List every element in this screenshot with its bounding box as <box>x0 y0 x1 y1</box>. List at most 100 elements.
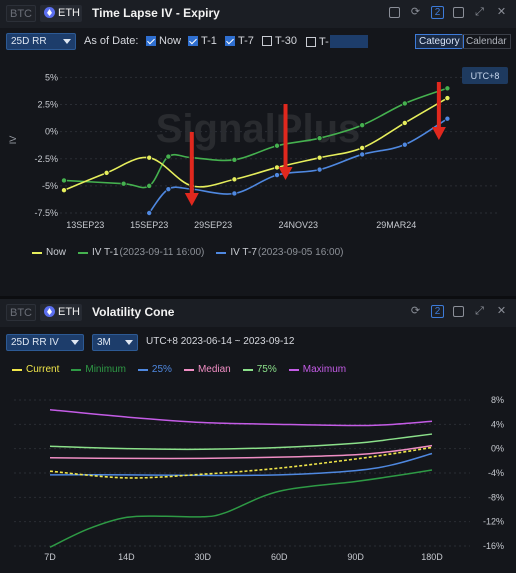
legend-minimum[interactable]: Minimum <box>71 364 126 375</box>
y-tick-label: -12% <box>483 517 504 527</box>
check-t7-label: T-7 <box>238 35 254 47</box>
count-badge[interactable]: 2 <box>431 6 444 19</box>
data-point <box>359 122 366 129</box>
period-select[interactable]: 3M <box>92 334 138 351</box>
y-tick-label: -4% <box>488 468 504 478</box>
count-badge[interactable]: 2 <box>431 305 444 318</box>
x-tick-label: 180D <box>421 552 443 562</box>
header-icons: ⟳ 2 ⤢ ✕ <box>389 6 508 19</box>
check-now[interactable]: Now <box>146 35 181 47</box>
data-point <box>61 177 68 184</box>
y-tick-label: -5% <box>42 181 58 191</box>
checkbox-icon <box>306 36 316 47</box>
metric-select[interactable]: 25D RR IV <box>6 334 84 351</box>
legend-t1-label: IV T-1 <box>92 247 119 258</box>
x-tick-label: 24NOV23 <box>279 220 319 230</box>
legend-now[interactable]: Now <box>32 247 66 258</box>
legend-p25-label: 25% <box>151 364 172 375</box>
cone-line-maximum <box>49 408 433 427</box>
as-of-label: As of Date: <box>84 35 139 47</box>
check-t30[interactable]: T-30 <box>262 35 297 47</box>
refresh-icon[interactable]: ⟳ <box>410 305 421 317</box>
data-point <box>444 95 451 102</box>
data-point <box>231 190 238 197</box>
share-icon[interactable] <box>389 7 400 18</box>
data-point <box>61 187 68 194</box>
data-point <box>231 156 238 163</box>
legend-t7-label: IV T-7 <box>230 247 257 258</box>
check-t7[interactable]: T-7 <box>225 35 254 47</box>
close-icon[interactable]: ✕ <box>496 305 507 317</box>
check-t1-label: T-1 <box>201 35 217 47</box>
legend-current[interactable]: Current <box>12 364 59 375</box>
y-tick-label: -16% <box>483 541 504 551</box>
data-point <box>146 209 153 216</box>
y-axis-label: IV <box>8 136 18 145</box>
data-point <box>316 154 323 161</box>
y-tick-label: 2.5% <box>37 100 58 110</box>
legend-p75-label: 75% <box>256 364 277 375</box>
legend-t1[interactable]: IV T-1 (2023-09-11 16:00) <box>78 247 204 258</box>
panel-title: Time Lapse IV - Expiry <box>92 6 220 20</box>
coin-tab-btc[interactable]: BTC <box>6 304 36 321</box>
header-icons: ⟳ 2 ⤢ ✕ <box>409 305 508 318</box>
coin-tab-eth[interactable]: ETH <box>40 5 82 22</box>
expand-icon[interactable]: ⤢ <box>475 6 484 18</box>
panel-header: BTC ETH Time Lapse IV - Expiry ⟳ 2 ⤢ ✕ <box>0 0 516 28</box>
legend-p75[interactable]: 75% <box>242 364 277 375</box>
legend-maximum[interactable]: Maximum <box>288 364 346 375</box>
refresh-icon[interactable]: ⟳ <box>410 6 421 18</box>
checkbox-icon <box>262 36 272 46</box>
x-tick-label: 30D <box>195 552 212 562</box>
check-custom-label: T- <box>319 35 329 48</box>
cone-line-75pct <box>49 433 433 451</box>
tab-category[interactable]: Category <box>415 34 464 49</box>
copy-icon[interactable] <box>453 306 464 317</box>
close-icon[interactable]: ✕ <box>496 6 507 18</box>
chevron-down-icon <box>63 39 71 44</box>
custom-date-input[interactable] <box>329 35 368 48</box>
coin-tab-btc[interactable]: BTC <box>6 5 36 22</box>
data-point <box>146 154 153 161</box>
data-point <box>401 141 408 148</box>
eth-icon <box>44 306 55 317</box>
coin-tab-eth-label: ETH <box>58 306 80 318</box>
data-point <box>444 115 451 122</box>
y-tick-label: -7.5% <box>34 208 58 218</box>
panel-title: Volatility Cone <box>92 305 175 319</box>
time-lapse-chart: SignalPlus IV 5% 2.5% 0% -2.5% -5% -7.5% 13SEP23… <box>8 67 508 230</box>
metric-select-value: 25D RR <box>11 36 47 47</box>
legend-minimum-label: Minimum <box>85 364 126 375</box>
period-select-value: 3M <box>97 337 111 348</box>
data-point <box>401 119 408 126</box>
cone-line-25pct <box>49 452 433 477</box>
x-tick-label: 13SEP23 <box>66 220 104 230</box>
time-lapse-panel: BTC ETH Time Lapse IV - Expiry ⟳ 2 ⤢ ✕ 2… <box>0 0 516 293</box>
y-tick-label: 0% <box>491 444 504 454</box>
x-tick-label: 90D <box>347 552 364 562</box>
x-tick-label: 14D <box>118 552 135 562</box>
timezone-box <box>462 67 508 84</box>
data-point <box>444 85 451 92</box>
check-custom[interactable]: T- <box>306 35 368 48</box>
legend-t7-time: (2023-09-05 16:00) <box>257 247 344 258</box>
y-tick-label: 5% <box>45 72 58 82</box>
time-lapse-legend: Now IV T-1 (2023-09-11 16:00) IV T-7 (2023… <box>32 247 356 258</box>
red-arrow-head <box>431 127 446 140</box>
metric-select[interactable]: 25D RR <box>6 33 76 50</box>
checkbox-icon <box>188 36 198 46</box>
legend-p25[interactable]: 25% <box>137 364 172 375</box>
x-tick-label: 29MAR24 <box>376 220 416 230</box>
tab-calendar[interactable]: Calendar <box>462 34 511 49</box>
expand-icon[interactable]: ⤢ <box>475 305 484 317</box>
legend-t7[interactable]: IV T-7 (2023-09-05 16:00) <box>216 247 344 258</box>
panel-header: BTC ETH Volatility Cone ⟳ 2 ⤢ ✕ <box>0 299 516 327</box>
coin-tab-eth[interactable]: ETH <box>40 304 82 321</box>
data-point <box>146 182 153 189</box>
data-point <box>359 144 366 151</box>
coin-tab-eth-label: ETH <box>58 7 80 19</box>
legend-median[interactable]: Median <box>183 364 231 375</box>
copy-icon[interactable] <box>453 7 464 18</box>
legend-median-label: Median <box>197 364 231 375</box>
check-t1[interactable]: T-1 <box>188 35 217 47</box>
